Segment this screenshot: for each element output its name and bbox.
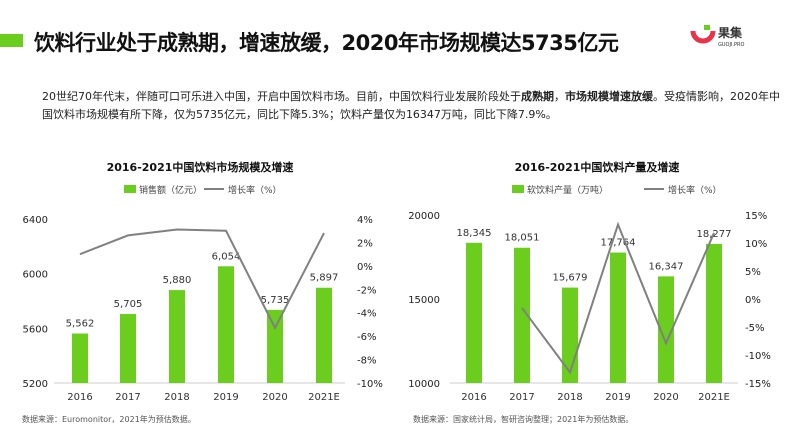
- intro-text: 。受疫情影响，2020年中国饮料市场规模有所下降，仅为5735亿元，同比下降5.…: [42, 90, 780, 121]
- logo-subtext: GUOJI.PRO: [718, 42, 745, 48]
- y-tick-label: 6000: [23, 270, 48, 281]
- x-tick-label: 2017: [509, 392, 534, 403]
- bar: [466, 242, 482, 383]
- growth-rate-line: [79, 228, 325, 331]
- intro-text: 20世纪70年代末，伴随可口可乐进入中国，开启中国饮料市场。目前，中国饮料行业发…: [42, 90, 521, 103]
- bar: [514, 247, 530, 383]
- bar-data-label: 5,562: [66, 319, 95, 330]
- x-tick-label: 2016: [461, 392, 486, 403]
- y2-tick-label: -6%: [357, 332, 376, 343]
- bar-data-label: 18,051: [505, 233, 540, 244]
- chart1-title: 2016-2021中国饮料市场规模及增速: [107, 160, 294, 174]
- x-tick-label: 2018: [164, 392, 189, 403]
- y-tick-label: 5200: [23, 379, 48, 390]
- logo: 果集 GUOJI.PRO: [690, 23, 770, 53]
- bar-data-label: 5,735: [261, 295, 290, 306]
- y2-tick-label: 10%: [745, 239, 767, 250]
- bar: [610, 252, 626, 383]
- bar-data-label: 18,345: [457, 228, 492, 239]
- bar: [267, 309, 283, 383]
- y2-tick-label: 0%: [745, 295, 761, 306]
- bar-data-label: 6,054: [212, 251, 241, 262]
- y-tick-label: 15000: [408, 295, 440, 306]
- page-title: 饮料行业处于成熟期，增速放缓，2020年市场规模达5735亿元: [34, 31, 619, 55]
- bar: [562, 287, 578, 383]
- y-tick-label: 5600: [23, 324, 48, 335]
- bar: [218, 266, 234, 383]
- x-tick-label: 2016: [67, 392, 92, 403]
- intro-bold: 成熟期: [521, 90, 554, 103]
- y2-tick-label: -8%: [357, 356, 376, 367]
- y2-tick-label: 4%: [357, 215, 373, 226]
- legend-bar-swatch: [124, 185, 136, 193]
- intro-text: ，: [554, 90, 565, 103]
- y-tick-label: 20000: [408, 211, 440, 222]
- bar: [169, 290, 185, 383]
- y2-tick-label: -10%: [357, 379, 383, 390]
- logo-text: 果集: [718, 26, 743, 40]
- bar-data-label: 16,347: [649, 261, 684, 272]
- x-tick-label: 2021E: [308, 392, 340, 403]
- title-accent-bar: [0, 34, 23, 47]
- intro-bold: 市场规模增速放缓: [565, 90, 653, 103]
- y-tick-label: 6400: [23, 215, 48, 226]
- x-tick-label: 2020: [262, 392, 287, 403]
- bar: [120, 313, 136, 383]
- bar-data-label: 15,679: [553, 273, 588, 284]
- legend-line-label: 增长率（%）: [668, 184, 722, 196]
- chart2-title: 2016-2021中国饮料产量及增速: [515, 160, 680, 174]
- bar-data-label: 5,880: [163, 275, 192, 286]
- y2-tick-label: 0%: [357, 262, 373, 273]
- bar: [316, 287, 332, 383]
- y-tick-label: 10000: [408, 379, 440, 390]
- legend-line-label: 增长率（%）: [228, 184, 282, 196]
- bar: [658, 276, 674, 383]
- y2-tick-label: 5%: [745, 267, 761, 278]
- y2-tick-label: -2%: [357, 285, 376, 296]
- y2-tick-label: -4%: [357, 309, 376, 320]
- bar-data-label: 17,764: [601, 238, 636, 249]
- legend-bar-swatch: [512, 185, 524, 193]
- y2-tick-label: -10%: [745, 351, 771, 362]
- legend-bar-label: 软饮料产量（万吨）: [527, 184, 608, 196]
- legend-bar-label: 销售额（亿元）: [139, 184, 202, 196]
- x-tick-label: 2017: [115, 392, 140, 403]
- y2-tick-label: 2%: [357, 238, 373, 249]
- y2-tick-label: -5%: [745, 323, 764, 334]
- x-tick-label: 2019: [605, 392, 630, 403]
- bar-data-label: 5,897: [310, 273, 339, 284]
- bar: [72, 333, 88, 383]
- bar-data-label: 5,705: [114, 299, 143, 310]
- x-tick-label: 2018: [557, 392, 582, 403]
- x-tick-label: 2021E: [698, 392, 730, 403]
- y2-tick-label: 15%: [745, 211, 767, 222]
- chart1-source: 数据来源：Euromonitor，2021年为预估数据。: [22, 415, 196, 424]
- chart2-source: 数据来源：国家统计局，智研咨询整理；2021年为预估数据。: [413, 415, 634, 424]
- x-tick-label: 2019: [213, 392, 238, 403]
- bar: [706, 243, 722, 383]
- x-tick-label: 2020: [653, 392, 678, 403]
- intro-paragraph: 20世纪70年代末，伴随可口可乐进入中国，开启中国饮料市场。目前，中国饮料行业发…: [42, 88, 782, 124]
- logo-icon: [690, 25, 716, 44]
- y2-tick-label: -15%: [745, 379, 771, 390]
